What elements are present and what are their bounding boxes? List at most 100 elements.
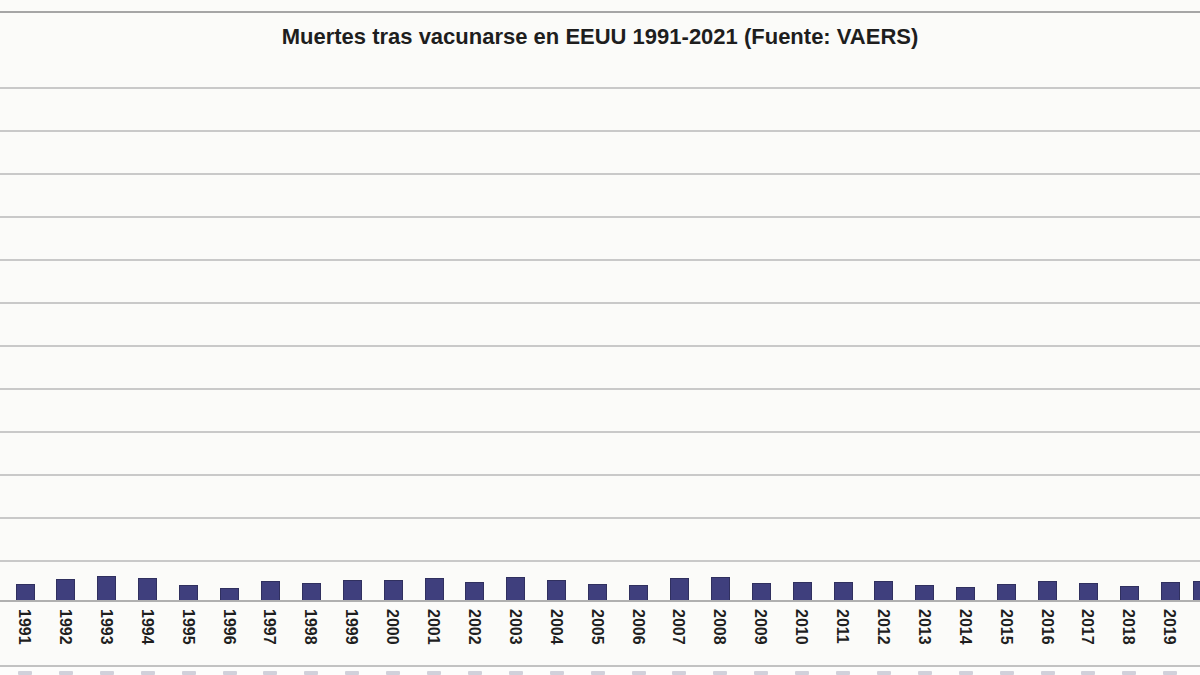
x-axis-label: 2010 xyxy=(793,609,810,645)
gridline xyxy=(0,173,1200,175)
x-axis-label: 2002 xyxy=(466,609,483,645)
x-axis-label: 1999 xyxy=(343,609,360,645)
cropped-row-mark xyxy=(18,671,32,675)
cropped-row-mark xyxy=(386,671,400,675)
x-axis-label: 1993 xyxy=(98,609,115,645)
x-axis-label: 2000 xyxy=(384,609,401,645)
x-axis-label: 2008 xyxy=(711,609,728,645)
gridline xyxy=(0,302,1200,304)
bar xyxy=(997,584,1016,601)
x-axis-label: 2005 xyxy=(589,609,606,645)
x-axis-label: 1995 xyxy=(180,609,197,645)
cropped-row-mark xyxy=(1081,671,1095,675)
cropped-row-mark xyxy=(263,671,277,675)
bar xyxy=(915,585,934,601)
gridline xyxy=(0,259,1200,261)
x-axis-label: 2001 xyxy=(425,609,442,645)
bar xyxy=(956,587,975,601)
cropped-row-mark xyxy=(754,671,768,675)
cropped-row-mark xyxy=(591,671,605,675)
bar xyxy=(670,578,689,601)
bar xyxy=(138,578,157,601)
cropped-row-mark xyxy=(1163,671,1177,675)
x-axis-label: 2012 xyxy=(875,609,892,645)
gridline xyxy=(0,560,1200,562)
cropped-row-mark xyxy=(1122,671,1136,675)
x-axis-label: 2009 xyxy=(752,609,769,645)
x-axis-label: 2011 xyxy=(834,609,851,644)
gridline xyxy=(0,345,1200,347)
cropped-row-mark xyxy=(509,671,523,675)
bar xyxy=(343,580,362,601)
bar xyxy=(384,580,403,601)
bar xyxy=(506,577,525,601)
cropped-row-mark xyxy=(345,671,359,675)
bar xyxy=(1079,583,1098,601)
chart-top-border xyxy=(0,11,1200,13)
partial-bar-right-edge xyxy=(1193,581,1200,601)
x-axis-label: 2003 xyxy=(507,609,524,645)
bar xyxy=(56,579,75,601)
x-axis-label: 1992 xyxy=(57,609,74,645)
x-axis-label: 2004 xyxy=(548,609,565,645)
x-axis-label: 2015 xyxy=(998,609,1015,645)
x-axis-label: 2007 xyxy=(670,609,687,645)
bar xyxy=(547,580,566,601)
cropped-row-mark xyxy=(918,671,932,675)
x-axis-label: 1996 xyxy=(221,609,238,645)
cropped-row-mark xyxy=(141,671,155,675)
gridline xyxy=(0,388,1200,390)
cropped-row-mark xyxy=(550,671,564,675)
bar xyxy=(711,577,730,601)
cropped-row-mark xyxy=(795,671,809,675)
cropped-row-mark xyxy=(182,671,196,675)
bar xyxy=(261,581,280,601)
cropped-row-mark xyxy=(877,671,891,675)
gridline xyxy=(0,474,1200,476)
cropped-row-mark xyxy=(468,671,482,675)
bar xyxy=(1038,581,1057,601)
bar xyxy=(752,583,771,601)
cropped-row-mark xyxy=(59,671,73,675)
bar xyxy=(179,585,198,601)
x-axis-label: 1998 xyxy=(302,609,319,645)
x-axis-label: 1997 xyxy=(261,609,278,645)
x-axis-label: 2014 xyxy=(957,609,974,645)
chart-title: Muertes tras vacunarse en EEUU 1991-2021… xyxy=(0,24,1200,50)
cropped-row-mark xyxy=(223,671,237,675)
x-axis-label: 2013 xyxy=(916,609,933,645)
x-axis-label: 2019 xyxy=(1161,609,1178,645)
cropped-row-mark xyxy=(632,671,646,675)
x-axis-label: 2006 xyxy=(630,609,647,645)
bar xyxy=(793,582,812,601)
x-axis-line xyxy=(0,600,1200,602)
cropped-row-mark xyxy=(1000,671,1014,675)
x-axis-label: 2016 xyxy=(1039,609,1056,645)
x-axis-label: 2017 xyxy=(1079,609,1096,645)
bar xyxy=(1120,586,1139,601)
bar xyxy=(302,583,321,601)
gridline xyxy=(0,130,1200,132)
bar xyxy=(874,581,893,601)
cropped-row-mark xyxy=(427,671,441,675)
cropped-row-mark xyxy=(959,671,973,675)
gridline xyxy=(0,517,1200,519)
x-axis-label: 2018 xyxy=(1120,609,1137,645)
bar xyxy=(629,585,648,601)
cropped-row-mark xyxy=(836,671,850,675)
gridline xyxy=(0,431,1200,433)
cropped-row-mark xyxy=(713,671,727,675)
cropped-row-mark xyxy=(304,671,318,675)
bar xyxy=(588,584,607,601)
x-axis-label: 1994 xyxy=(139,609,156,645)
x-axis-label: 1991 xyxy=(16,609,33,645)
bar xyxy=(97,576,116,601)
bar xyxy=(16,584,35,601)
bar xyxy=(465,582,484,601)
cropped-row-mark xyxy=(100,671,114,675)
bar-chart: Muertes tras vacunarse en EEUU 1991-2021… xyxy=(0,0,1200,675)
cropped-row-mark xyxy=(672,671,686,675)
bar xyxy=(1161,582,1180,601)
cropped-row-mark xyxy=(1041,671,1055,675)
gridline xyxy=(0,87,1200,89)
